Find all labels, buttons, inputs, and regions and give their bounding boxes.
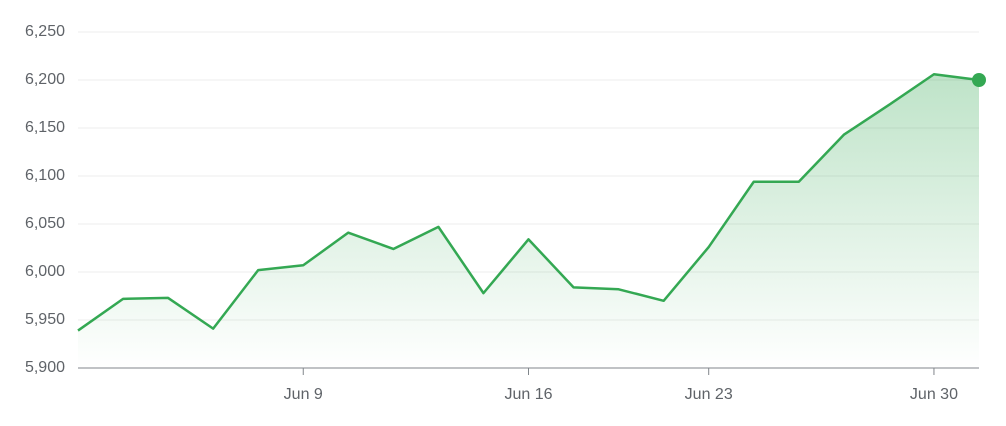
y-tick-label: 6,200 xyxy=(25,71,65,88)
y-tick-label: 6,000 xyxy=(25,263,65,280)
y-tick-label: 6,250 xyxy=(25,23,65,40)
y-tick-label: 6,150 xyxy=(25,119,65,136)
y-tick-label: 5,900 xyxy=(25,359,65,376)
x-tick-label: Jun 23 xyxy=(685,386,733,403)
price-line xyxy=(77,72,980,332)
y-tick-label: 6,050 xyxy=(25,215,65,232)
x-tick-label: Jun 30 xyxy=(910,386,958,403)
x-tick-label: Jun 9 xyxy=(284,386,323,403)
y-tick-label: 5,950 xyxy=(25,311,65,328)
last-point xyxy=(972,73,986,87)
x-tick-label: Jun 16 xyxy=(504,386,552,403)
area-fill xyxy=(78,74,979,369)
y-tick-label: 6,100 xyxy=(25,167,65,184)
